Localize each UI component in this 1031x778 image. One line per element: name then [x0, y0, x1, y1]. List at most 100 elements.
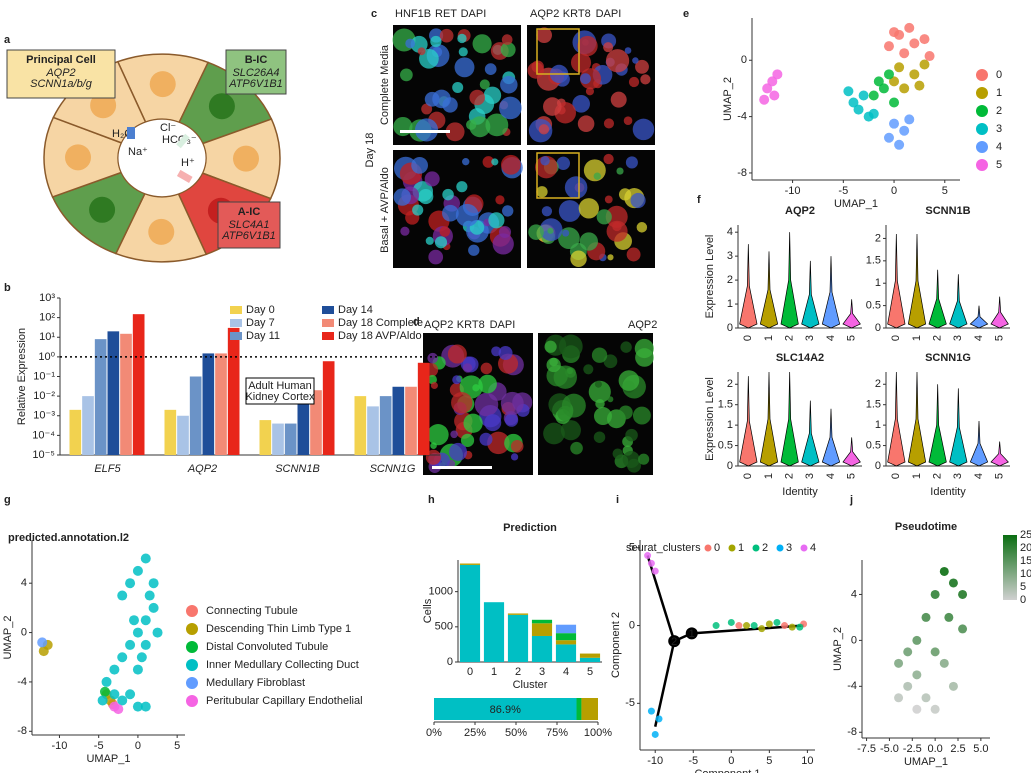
bar-segment [555, 633, 577, 641]
nucleus [208, 93, 235, 120]
micrograph-blob [638, 453, 650, 465]
point [109, 664, 120, 675]
micrograph-blob [595, 399, 605, 409]
inset-box [536, 28, 580, 75]
micrograph-blob [610, 91, 627, 108]
y-tick-label: 1.5 [866, 399, 881, 411]
reference-box [245, 377, 315, 405]
violin [739, 376, 758, 467]
cell-type-box [6, 49, 116, 99]
micrograph-blob [495, 195, 505, 205]
micrograph-blob [577, 35, 598, 57]
bar [189, 376, 202, 455]
legend-dot [186, 641, 198, 653]
x-tick-label: 3 [952, 473, 964, 479]
micrograph-blob [624, 47, 632, 54]
legend-dot [752, 544, 760, 552]
point [117, 652, 128, 663]
micrograph-blob [538, 124, 550, 135]
legend-label: Connecting Tubule [206, 605, 298, 617]
bar [227, 327, 240, 455]
x-tick-label: 4 [973, 335, 985, 341]
x-tick-label: -5 [838, 185, 848, 197]
bar-segment [459, 564, 481, 662]
point [762, 83, 773, 94]
reference-label: Kidney Cortex [245, 391, 315, 403]
violin [780, 371, 799, 467]
micrograph-blob [622, 450, 640, 469]
micrograph-blob [626, 247, 641, 262]
micrograph-blob [628, 76, 640, 88]
legend-swatch [230, 319, 242, 327]
point [948, 681, 958, 691]
legend-label: Day 11 [246, 330, 280, 342]
micrograph-blob [546, 357, 561, 373]
legend-label: 4 [810, 542, 816, 554]
micrograph-blob [455, 203, 479, 227]
scale-bar [432, 466, 492, 469]
legend-dot [186, 659, 198, 671]
micrograph-blob [560, 420, 581, 441]
micrograph-blob [450, 430, 458, 439]
point [136, 652, 147, 663]
condition-label: Complete Media [379, 44, 391, 125]
y-tick-label: -5 [625, 697, 635, 709]
micrograph-blob [543, 97, 562, 116]
micrograph-blob [479, 432, 493, 446]
micrograph-blob [528, 224, 544, 240]
x-axis-label: Cluster [513, 679, 548, 691]
nucleus [65, 144, 92, 171]
violin [907, 233, 927, 329]
y-tick-label: 1 [727, 298, 733, 310]
micrograph-blob [630, 192, 646, 209]
x-tick-label: -10 [52, 740, 68, 752]
bar [297, 396, 310, 455]
y-axis-label: UMAP_2 [832, 627, 844, 671]
micrograph-blob [478, 374, 497, 394]
panel-label: g [4, 494, 11, 506]
point [899, 83, 910, 94]
micrograph-blob [439, 226, 451, 237]
micrograph-blob [430, 381, 438, 390]
point [889, 97, 900, 108]
micrograph-blob [421, 103, 433, 115]
micrograph-blob [458, 47, 468, 57]
y-tick-label: 0.5 [866, 439, 881, 451]
violin [887, 371, 906, 467]
cell-type-title: B-IC [245, 54, 268, 66]
stain-label: KRT8 [457, 319, 485, 331]
x-tick-label: 10 [801, 755, 813, 767]
y-tick-label: 10⁻³ [33, 410, 55, 422]
point [883, 41, 894, 52]
y-tick-label: 1.5 [866, 255, 881, 267]
micrograph-blob [593, 431, 606, 443]
x-tick-label: 2 [515, 666, 521, 678]
y-tick-label: 10⁰ [38, 351, 55, 363]
point [930, 589, 940, 599]
micrograph-blob [457, 33, 467, 44]
violin [739, 244, 758, 329]
micrograph-blob [442, 97, 458, 113]
colorbar-tick-label: 15 [1020, 555, 1031, 567]
legend-label: 2 [762, 542, 768, 554]
legend-dot [186, 605, 198, 617]
legend-label: 1 [738, 542, 744, 554]
x-tick-label: 1 [491, 666, 497, 678]
point [765, 620, 773, 628]
micrograph-blob [543, 422, 565, 445]
panel-label: e [683, 8, 689, 20]
micrograph-blob [594, 380, 602, 388]
micrograph-blob [452, 81, 464, 93]
micrograph-blob [616, 167, 624, 175]
point [904, 22, 915, 33]
y-tick-label: -4 [737, 111, 747, 123]
x-tick-label: 25% [464, 727, 486, 739]
bar [177, 415, 189, 455]
point [651, 567, 659, 575]
bar [417, 362, 430, 455]
micrograph-blob [547, 227, 554, 234]
micrograph-blob [499, 96, 522, 120]
violin [842, 299, 861, 329]
legend-label: 3 [996, 123, 1002, 135]
micrograph-blob [452, 375, 462, 385]
